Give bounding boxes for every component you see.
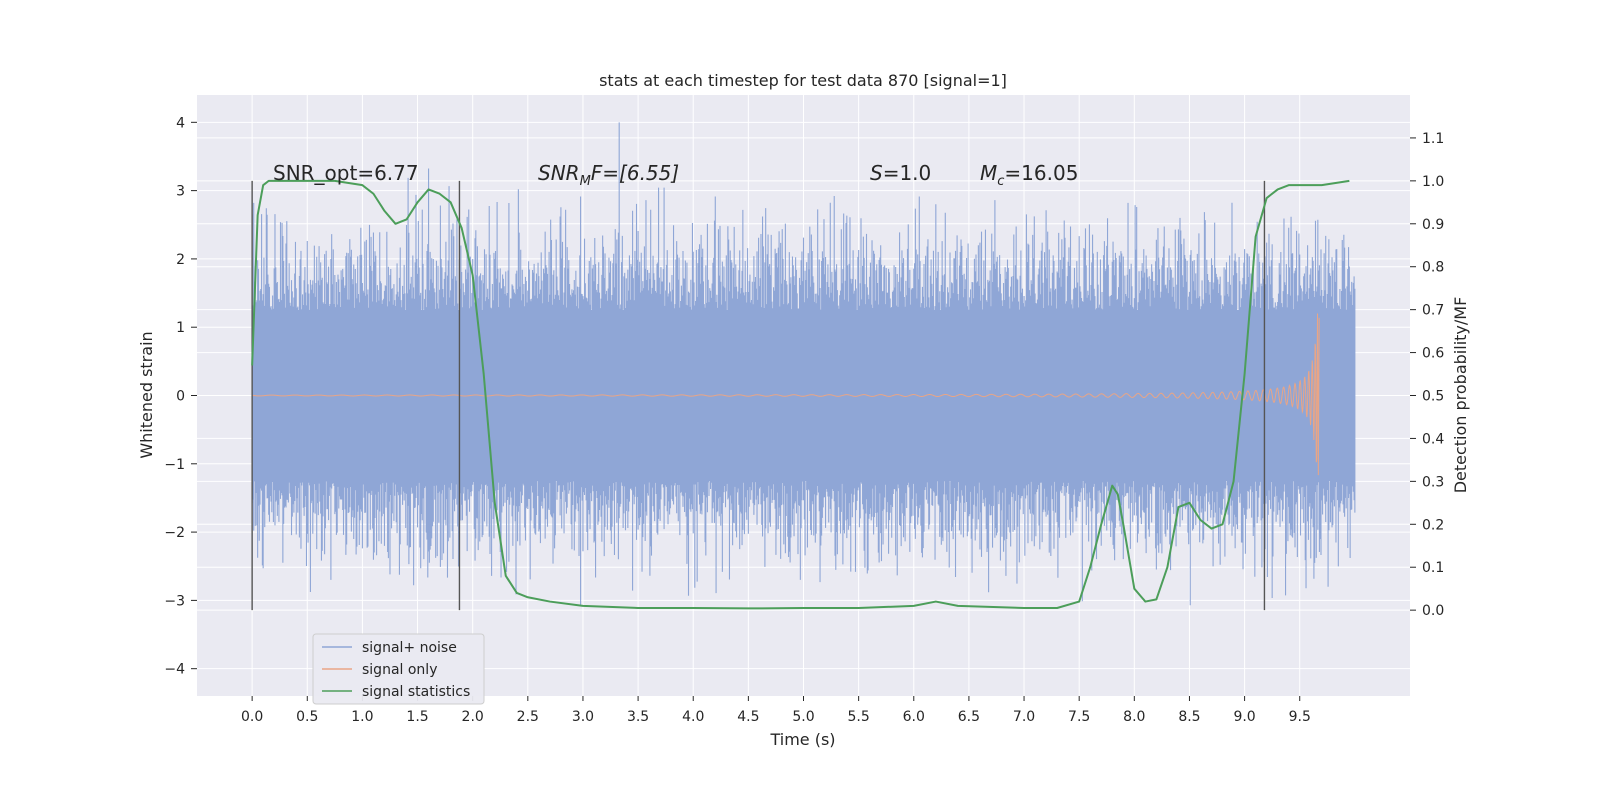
annotation-snr-opt: SNR_opt=6.77: [273, 161, 419, 185]
x-tick-label: 3.0: [572, 709, 594, 725]
annotation-s: S=1.0: [870, 161, 931, 185]
series-signal-only: [252, 313, 1320, 476]
y-right-tick-label: 1.0: [1422, 174, 1444, 190]
x-tick-label: 0.0: [241, 709, 263, 725]
y-right-tick-label: 0.9: [1422, 217, 1444, 233]
y-tick-label: 3: [176, 184, 185, 200]
annotation-snr-mf: SNRMF=[6.55]: [538, 161, 679, 189]
y-tick-label: −4: [164, 662, 185, 678]
y-tick-label: −3: [164, 593, 185, 609]
y-right-tick-label: 0.5: [1422, 389, 1444, 405]
y-right-tick-label: 0.4: [1422, 431, 1444, 447]
legend-label-signal-noise: signal+ noise: [362, 640, 457, 656]
y-tick-label: 4: [176, 115, 185, 131]
chart-title: stats at each timestep for test data 870…: [599, 71, 1007, 90]
x-tick-label: 6.5: [958, 709, 980, 725]
x-tick-label: 1.5: [406, 709, 428, 725]
y-right-tick-label: 0.7: [1422, 303, 1444, 319]
y-tick-label: −1: [164, 457, 185, 473]
x-tick-label: 1.0: [351, 709, 373, 725]
x-axis-ticks: 0.0 0.5 1.0 1.5 2.0 2.5 3.0 3.5 4.0 4.5 5.0 5.5 6.0 6…: [241, 696, 1311, 725]
x-tick-label: 3.5: [627, 709, 649, 725]
y-right-tick-label: 0.8: [1422, 260, 1444, 276]
y-axis-ticks: 4 3 2 1 0 −1 −2 −3 −4: [164, 115, 197, 678]
legend-box: [312, 633, 485, 705]
y-right-tick-label: 0.3: [1422, 474, 1444, 490]
y-tick-label: 1: [176, 320, 185, 336]
y-tick-label: 2: [176, 252, 185, 268]
x-tick-label: 0.5: [296, 709, 318, 725]
legend: signal+ noise signal only signal statist…: [312, 633, 485, 705]
y-tick-label: −2: [164, 525, 185, 541]
series-signal-statistics-line: [251, 179, 1350, 610]
legend-label-signal-only: signal only: [362, 662, 437, 678]
x-tick-label: 5.5: [848, 709, 870, 725]
event-markers-front: [251, 180, 1266, 611]
y-right-tick-label: 0.6: [1422, 346, 1444, 362]
x-tick-label: 7.0: [1013, 709, 1035, 725]
y-right-tick-label: 0.2: [1422, 517, 1444, 533]
x-tick-label: 9.0: [1233, 709, 1255, 725]
series-signal-statistics: [251, 179, 1350, 610]
x-tick-label: 2.5: [517, 709, 539, 725]
legend-label-signal-statistics: signal statistics: [362, 684, 470, 700]
x-tick-label: 9.5: [1289, 709, 1311, 725]
series-signal-only-line: [252, 313, 1320, 476]
x-tick-label: 4.0: [682, 709, 704, 725]
x-tick-label: 6.0: [903, 709, 925, 725]
y-axis-right-label: Detection probability/MF: [1451, 297, 1470, 494]
y-axis-label: Whitened strain: [137, 331, 156, 458]
y-right-tick-label: 0.1: [1422, 560, 1444, 576]
y-right-tick-label: 0.0: [1422, 603, 1444, 619]
x-tick-label: 4.5: [737, 709, 759, 725]
x-tick-label: 5.0: [792, 709, 814, 725]
x-tick-label: 8.5: [1178, 709, 1200, 725]
x-tick-label: 8.0: [1123, 709, 1145, 725]
x-tick-label: 2.0: [462, 709, 484, 725]
y-right-tick-label: 1.1: [1422, 131, 1444, 147]
annotation-mc: Mc=16.05: [980, 161, 1078, 189]
y-axis-right-ticks: 1.1 1.0 0.9 0.8 0.7 0.6 0.5 0.4 0.3 0.2 0.1 0.0: [1410, 131, 1444, 619]
y-tick-label: 0: [176, 389, 185, 405]
x-axis-label: Time (s): [769, 730, 835, 749]
x-tick-label: 7.5: [1068, 709, 1090, 725]
